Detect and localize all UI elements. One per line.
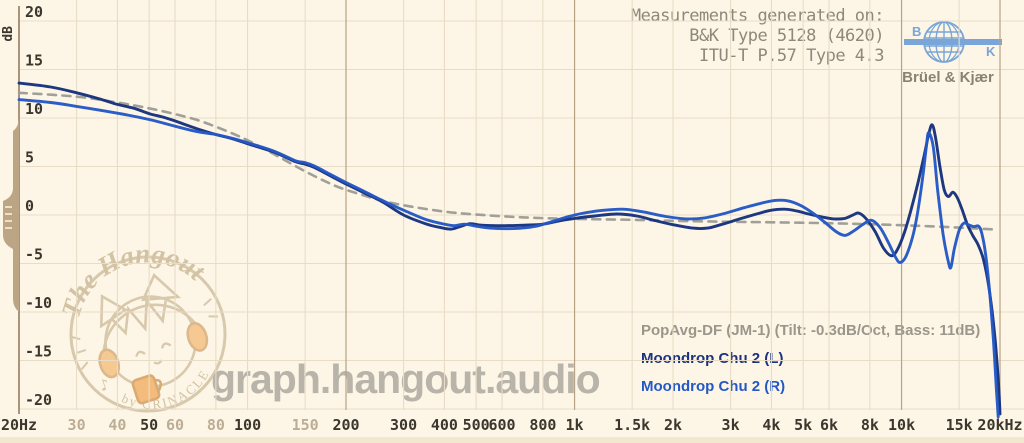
x-tick-label: 1.5k [614,416,650,434]
rig-info-line: ITU-T P.57 Type 4.3 [699,46,884,66]
footer-band [0,437,1024,443]
stamp-title-text: The Hangout [48,238,217,330]
rig-info-block: Measurements generated on: B&K Type 5128… [470,6,885,66]
bk-letter-b: B [912,24,921,39]
y-tick-label: 10 [25,100,43,118]
y-tick-label: 0 [25,197,34,215]
x-tick-label: 300 [390,416,417,434]
bk-caption: Brüel & Kjær [902,69,994,86]
site-title-watermark: graph.hangout.audio [211,356,601,402]
hangout-stamp-watermark: The Hangout by CRINACLE [48,238,227,424]
rig-info-line: B&K Type 5128 (4620) [689,26,884,46]
x-tick-label: 400 [431,416,458,434]
y-axis-unit-label: dB [1,26,16,42]
x-tick-label: 500 [463,416,490,434]
x-tick-label: 3k [722,416,740,434]
x-tick-label: 1k [566,416,584,434]
sidebar-drawer-handle[interactable] [3,116,19,312]
x-tick-label: 200 [332,416,359,434]
x-tick-label: 4k [762,416,780,434]
x-tick-label: 2k [664,416,682,434]
x-tick-label: 20kHz [977,416,1022,434]
bk-letter-k: K [986,44,996,59]
rig-info-line: Measurements generated on: [630,6,885,26]
x-tick-label: 150 [292,416,319,434]
legend-item-chu2-left[interactable]: Moondrop Chu 2 (L) [641,350,784,367]
stamp-byline-text: by CRINACLE [116,363,219,423]
x-tick-label: 8k [861,416,879,434]
x-tick-label: 600 [488,416,515,434]
x-tick-label: 6k [820,416,838,434]
bk-globe-icon: B K [904,21,1002,63]
x-tick-label: 20Hz [1,416,37,434]
legend-item-chu2-right[interactable]: Moondrop Chu 2 (R) [641,378,786,395]
legend: PopAvg-DF (JM-1) (Tilt: -0.3dB/Oct, Bass… [641,322,980,406]
x-tick-label: 10k [888,416,915,434]
y-tick-label: 15 [25,52,43,70]
bruel-kjaer-logo: B K Brüel & Kjær [902,21,1002,86]
legend-item-target[interactable]: PopAvg-DF (JM-1) (Tilt: -0.3dB/Oct, Bass… [641,322,981,339]
y-tick-label: 20 [25,3,43,21]
x-tick-label: 800 [529,416,556,434]
y-tick-label: -5 [25,246,43,264]
y-tick-label: 5 [25,149,34,167]
curve-target-popavg-df [17,91,998,231]
x-tick-label: 15k [946,416,973,434]
x-tick-label: 5k [794,416,812,434]
